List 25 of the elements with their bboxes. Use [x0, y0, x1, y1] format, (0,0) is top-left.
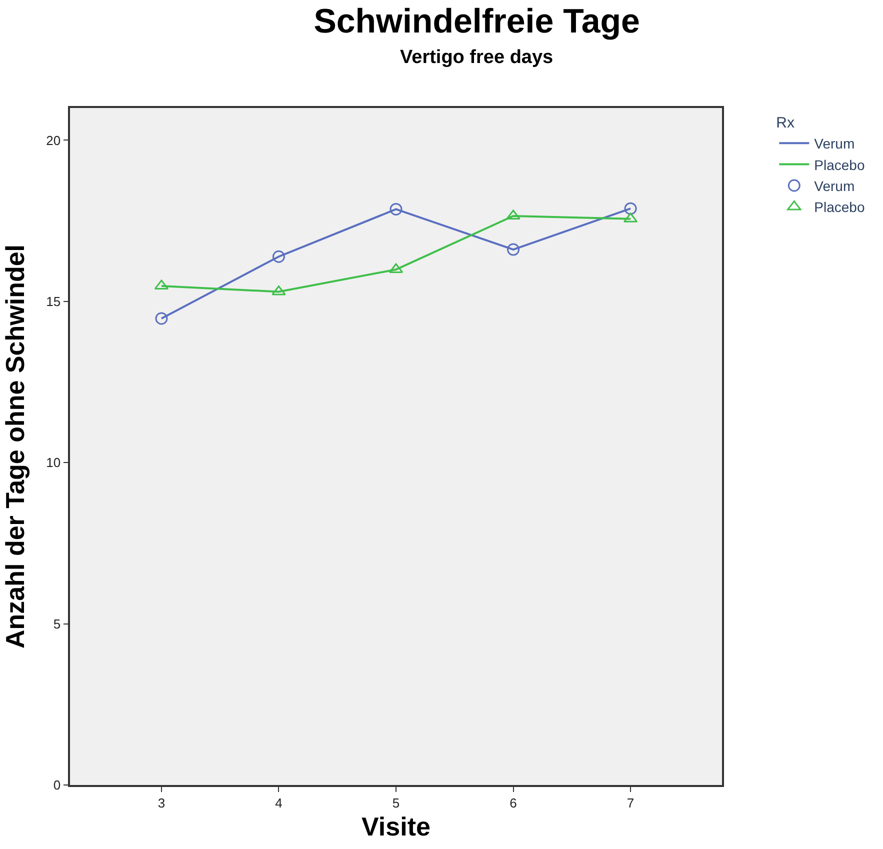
point	[155, 312, 168, 325]
chart-subtitle: Vertigo free days	[400, 47, 554, 68]
x-tick-label: 3	[158, 795, 166, 810]
y-axis-title: Anzahl der Tage ohne Schwindel	[0, 244, 30, 649]
point	[388, 263, 404, 274]
y-tick-label: 15	[46, 294, 61, 309]
chart-title: Schwindelfreie Tage	[314, 2, 640, 40]
x-tick-label: 6	[510, 795, 517, 810]
legend-label: Verum	[814, 136, 855, 152]
point	[272, 250, 285, 263]
x-tick-label: 5	[392, 795, 400, 810]
point	[390, 202, 402, 216]
x-axis-title: Visite	[362, 812, 430, 842]
legend-label: Placebo	[814, 156, 865, 173]
y-tick-label: 20	[46, 132, 61, 148]
y-tick-label: 5	[53, 616, 61, 632]
legend-title: Rx	[776, 114, 795, 132]
point	[507, 243, 520, 256]
point	[624, 202, 637, 215]
legend-label: Verum	[814, 178, 855, 194]
y-tick-label: 0	[53, 778, 61, 793]
x-tick-label: 7	[626, 795, 634, 810]
x-tick-label: 4	[275, 795, 282, 810]
y-tick-label: 10	[46, 455, 61, 470]
legend-label: Placebo	[814, 199, 865, 216]
